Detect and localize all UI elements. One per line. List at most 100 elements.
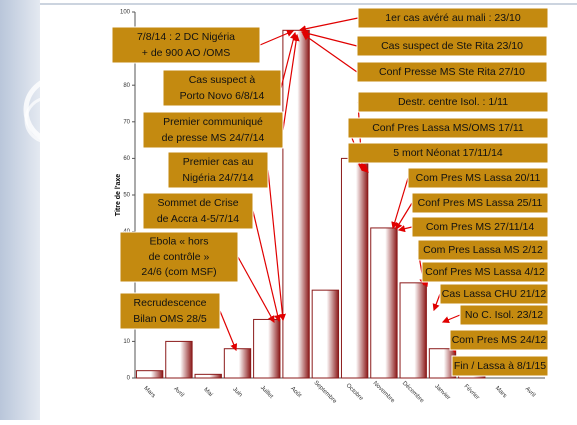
annotation: Com Pres Lassa MS 2/12 bbox=[417, 239, 549, 287]
annotation: Cas suspect de Ste Rita 23/10 bbox=[300, 29, 548, 57]
bar bbox=[370, 227, 398, 379]
annotation-box bbox=[347, 142, 549, 164]
annotation-arrow bbox=[397, 225, 413, 233]
annotation: Destr. centre Isol. : 1/11 bbox=[357, 91, 549, 172]
bar bbox=[340, 157, 369, 379]
annotation: 7/8/14 : 2 DC Nigéria + de 900 AO /OMS bbox=[111, 26, 295, 64]
annotation: Com Pres MS 24/12 bbox=[449, 329, 549, 354]
annotation-text: Com Pres MS 24/12 bbox=[452, 334, 547, 346]
annotation-box bbox=[142, 111, 284, 149]
annotation-arrow bbox=[432, 293, 441, 312]
annotation-text: Destr. centre Isol. : 1/11 bbox=[398, 96, 508, 108]
annotation: Conf Pres Lassa MS/OMS 17/11 bbox=[347, 117, 549, 173]
annotation-text: de presse MS 24/7/14 bbox=[162, 132, 265, 144]
annotation: Com Pres MS 27/11/14 bbox=[397, 216, 549, 238]
bar bbox=[311, 289, 340, 379]
annotation: Cas Lassa CHU 21/12 bbox=[432, 283, 549, 312]
annotation-box bbox=[357, 7, 549, 29]
annotation-text: Sommet de Crise bbox=[157, 197, 238, 209]
bar bbox=[428, 348, 457, 379]
annotation-box bbox=[449, 329, 549, 351]
annotation-box bbox=[407, 167, 549, 189]
annotation-text: Recrudescence bbox=[134, 297, 207, 309]
annotation-text: 7/8/14 : 2 DC Nigéria bbox=[137, 31, 235, 43]
y-tick-label: 80 bbox=[123, 83, 130, 89]
annotation-text: 1er cas avéré au mali : 23/10 bbox=[385, 12, 521, 24]
annotation-arrow bbox=[300, 29, 358, 47]
annotation-text: Com Pres MS 27/11/14 bbox=[426, 221, 535, 233]
annotation: Com Pres MS Lassa 20/11 bbox=[391, 167, 549, 230]
annotation: Cas suspect à Porto Novo 6/8/14 bbox=[162, 31, 298, 107]
annotation-box bbox=[451, 355, 549, 377]
y-tick-label: 100 bbox=[120, 10, 131, 16]
bar bbox=[223, 348, 252, 379]
annotation-text: + de 900 AO /OMS bbox=[142, 47, 230, 59]
bar bbox=[399, 282, 427, 379]
annotation-box bbox=[162, 69, 282, 107]
annotation-text: Com Pres MS Lassa 20/11 bbox=[416, 172, 541, 184]
annotation-box bbox=[357, 91, 549, 113]
annotation-arrow bbox=[395, 202, 413, 231]
annotation: Premier communiqué de presse MS 24/7/14 bbox=[142, 33, 300, 149]
annotation-text: Cas Lassa CHU 21/12 bbox=[442, 288, 547, 300]
annotation: Fin / Lassa à 8/1/15 bbox=[451, 355, 549, 377]
y-tick-label: 70 bbox=[123, 119, 130, 125]
annotation-box bbox=[356, 61, 548, 83]
annotation-text: Cas suspect à bbox=[189, 74, 256, 86]
annotation: Ebola « hors de contrôle » 24/6 (com MSF) bbox=[119, 231, 275, 324]
annotation-box bbox=[421, 261, 549, 283]
annotation-text: Premier cas au bbox=[183, 156, 254, 168]
annotation-arrow bbox=[267, 169, 286, 322]
annotation-text: Premier communiqué bbox=[163, 116, 263, 128]
bar bbox=[165, 340, 193, 379]
y-tick-label: 60 bbox=[123, 156, 130, 162]
annotation-box bbox=[439, 283, 549, 305]
annotation-box bbox=[119, 231, 239, 283]
annotation: 5 mort Néonat 17/11/14 bbox=[347, 142, 549, 173]
bar bbox=[135, 370, 164, 379]
decor-circle bbox=[23, 75, 93, 145]
annotation: Premier cas au Nigéria 24/7/14 bbox=[167, 151, 286, 322]
bar bbox=[194, 373, 222, 379]
annotation: Recrudescence Bilan OMS 28/5 bbox=[119, 292, 238, 352]
annotation-text: de Accra 4-5/7/14 bbox=[157, 213, 239, 225]
annotation-box bbox=[347, 117, 549, 139]
annotation-arrow bbox=[298, 17, 359, 33]
annotation-arrow bbox=[302, 33, 358, 73]
annotation-arrow bbox=[252, 210, 282, 323]
annotation-text: Porto Novo 6/8/14 bbox=[180, 90, 265, 102]
annotation-box bbox=[411, 216, 549, 238]
y-tick-label: 0 bbox=[127, 376, 131, 382]
annotation-box bbox=[142, 192, 254, 230]
annotation: Conf Pres MS Lassa 4/12 bbox=[421, 261, 549, 288]
annotation-text: Conf Presse MS Ste Rita 27/10 bbox=[379, 66, 525, 78]
annotation-arrow bbox=[282, 33, 300, 131]
annotation-box bbox=[411, 192, 549, 214]
annotation: Conf Pres MS Lassa 25/11 bbox=[395, 192, 549, 231]
annotation-text: Conf Pres Lassa MS/OMS 17/11 bbox=[372, 122, 524, 134]
annotation-box bbox=[119, 292, 221, 330]
y-axis-label: Titre de l'axe bbox=[115, 174, 122, 216]
annotation-text: 5 mort Néonat 17/11/14 bbox=[393, 147, 503, 159]
annotation-text: No C. Isol. 23/12 bbox=[465, 309, 543, 321]
annotation-text: Ebola « hors bbox=[150, 235, 209, 247]
annotation-box bbox=[111, 26, 261, 64]
bar bbox=[282, 29, 310, 379]
annotation-text: 24/6 (com MSF) bbox=[141, 266, 216, 278]
annotation-text: Conf Pres MS Lassa 4/12 bbox=[425, 266, 545, 278]
y-tick-label: 10 bbox=[123, 339, 130, 345]
annotation-box bbox=[356, 35, 548, 57]
annotation: Conf Presse MS Ste Rita 27/10 bbox=[302, 33, 548, 83]
annotation-box bbox=[167, 151, 269, 189]
annotation-arrow bbox=[259, 30, 295, 46]
annotation-box bbox=[417, 239, 549, 261]
annotation-text: Fin / Lassa à 8/1/15 bbox=[454, 360, 546, 372]
x-tick-label: Mai bbox=[202, 387, 213, 398]
bar bbox=[253, 318, 281, 379]
annotation-text: de contrôle » bbox=[149, 251, 210, 263]
annotation: Sommet de Crise de Accra 4-5/7/14 bbox=[142, 192, 282, 323]
annotation-box bbox=[459, 304, 549, 326]
annotation-text: Conf Pres MS Lassa 25/11 bbox=[418, 197, 543, 209]
annotation-arrow bbox=[280, 31, 298, 89]
